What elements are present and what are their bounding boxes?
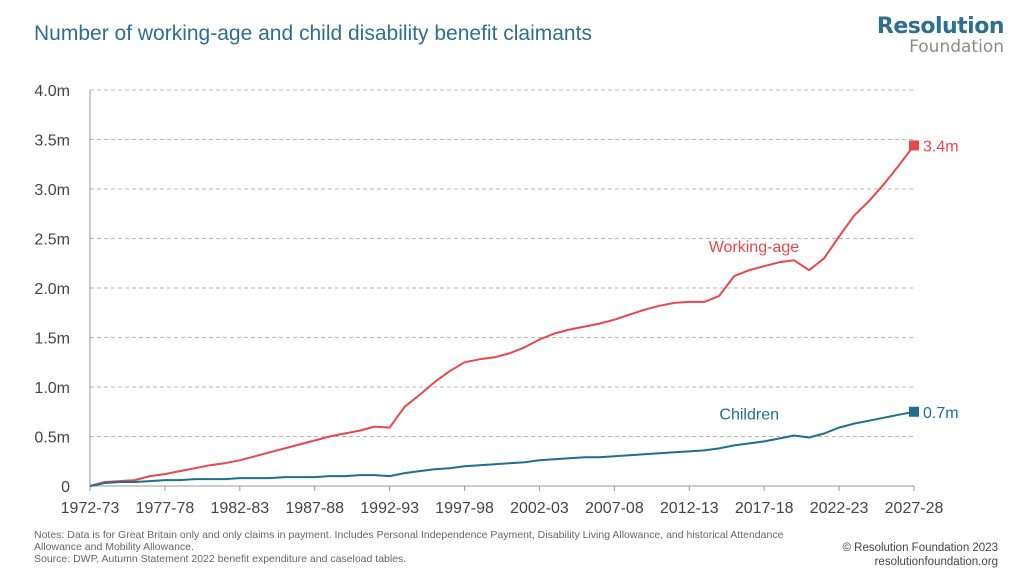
x-tick-label: 2007-08 <box>585 500 644 517</box>
children-end-label: 0.7m <box>923 405 959 422</box>
x-tick-label: 2012-13 <box>660 500 719 517</box>
children-end-marker <box>909 406 919 417</box>
x-tick-label: 1982-83 <box>210 500 269 517</box>
x-tick-label: 1992-93 <box>360 500 419 517</box>
children-series-line <box>89 410 915 487</box>
chart-title: Number of working-age and child disabili… <box>34 22 592 45</box>
x-tick-label: 1972-73 <box>61 500 120 517</box>
notes-line-2: Allowance and Mobility Allowance. <box>34 541 194 553</box>
copyright-text: © Resolution Foundation 2023 <box>842 542 998 554</box>
y-tick-label: 1.0m <box>34 380 70 397</box>
children-series-label: Children <box>719 406 779 423</box>
y-tick-label: 0.5m <box>34 430 70 447</box>
y-tick-label: 3.5m <box>34 133 70 150</box>
x-tick-label: 1977-78 <box>136 500 195 517</box>
y-tick-label: 1.5m <box>34 331 70 348</box>
logo-line-1: Resolution <box>876 14 1005 39</box>
y-tick-label: 2.0m <box>34 281 70 298</box>
working-age-end-label: 3.4m <box>923 138 959 155</box>
y-tick-label: 3.0m <box>34 182 70 199</box>
logo-line-2: Foundation <box>909 37 1004 57</box>
x-tick-label: 1997-98 <box>435 500 494 517</box>
y-tick-label: 2.5m <box>34 232 70 249</box>
x-tick-label: 1987-88 <box>285 500 344 517</box>
x-tick-label: 2017-18 <box>735 500 794 517</box>
source-line: Source: DWP, Autumn Statement 2022 benef… <box>34 553 407 565</box>
resolution-foundation-logo: Resolution Foundation <box>876 14 1005 57</box>
chart-notes: Notes: Data is for Great Britain only an… <box>34 529 834 565</box>
x-tick-label: 2022-23 <box>810 500 869 517</box>
y-tick-label: 4.0m <box>34 83 70 100</box>
working-age-series-label: Working-age <box>709 239 800 256</box>
x-tick-label: 2027-28 <box>885 500 944 517</box>
website-text: resolutionfoundation.org <box>874 556 998 568</box>
notes-line-1: Notes: Data is for Great Britain only an… <box>34 529 784 541</box>
working-age-end-marker <box>909 140 919 151</box>
credit: © Resolution Foundation 2023 resolutionf… <box>842 541 998 569</box>
x-tick-label: 2002-03 <box>510 500 569 517</box>
working-age-series-line <box>89 144 915 487</box>
y-tick-label: 0 <box>61 479 70 496</box>
